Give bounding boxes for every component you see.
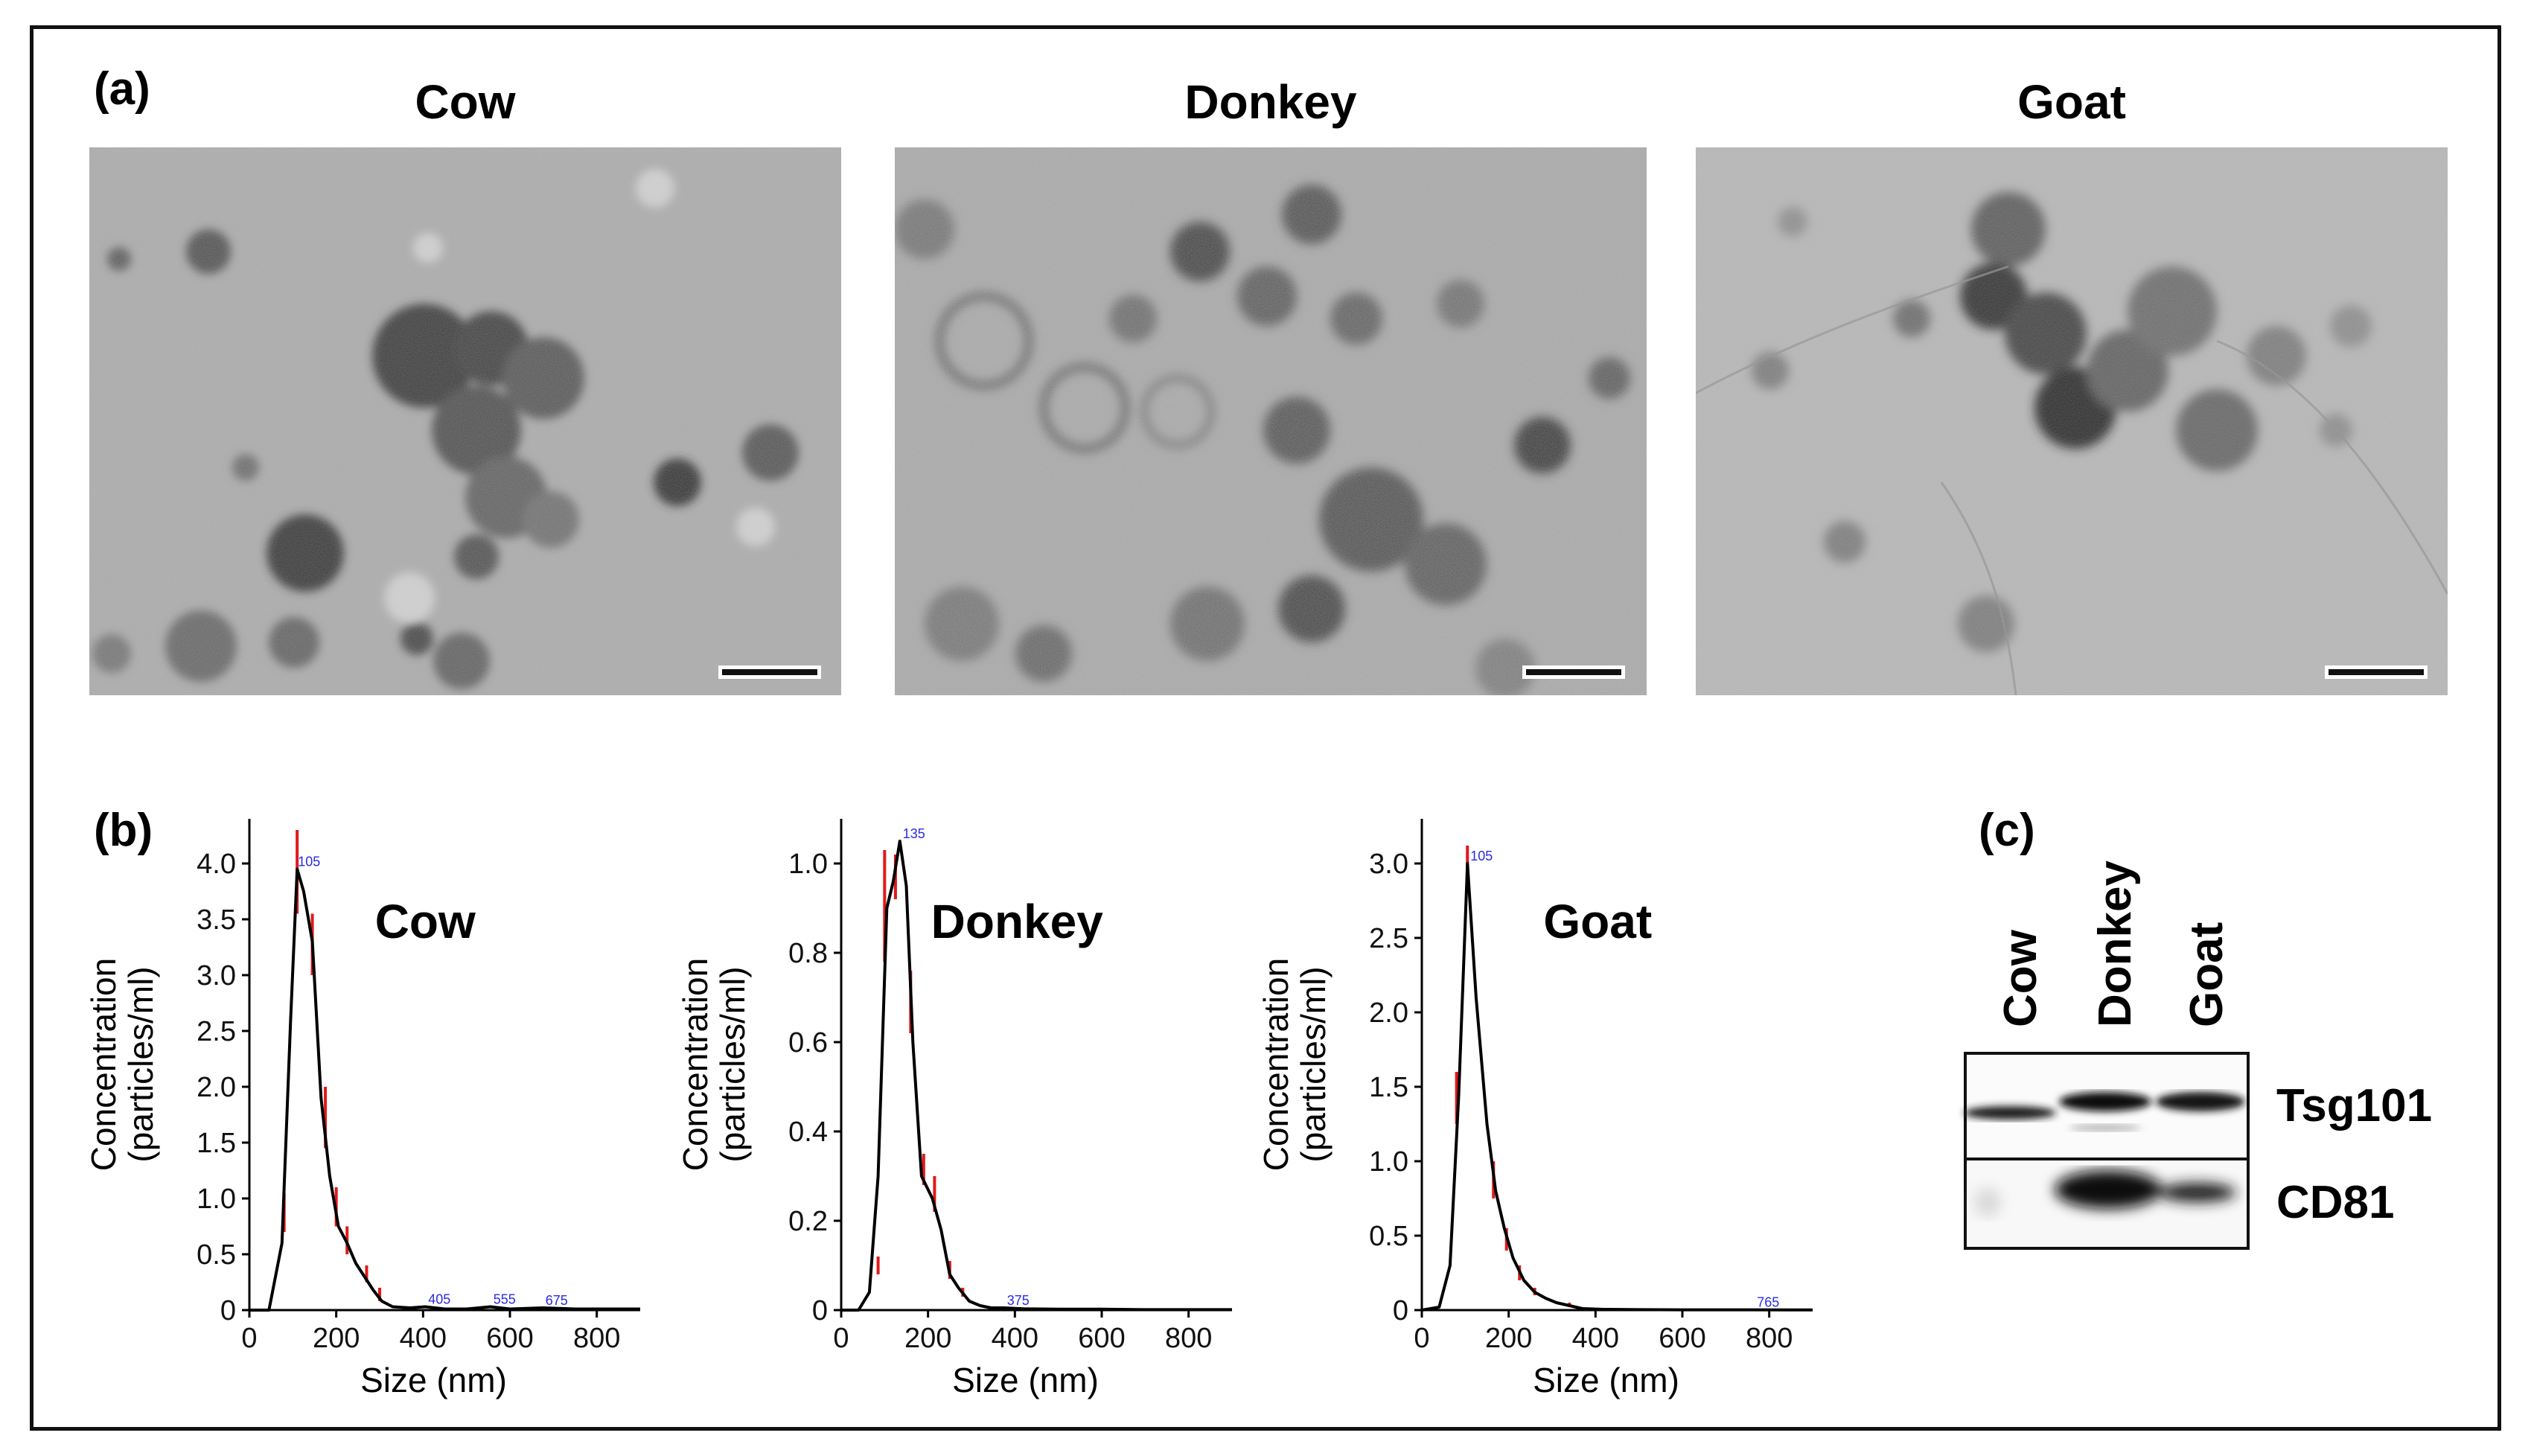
x-tick-label: 0 bbox=[833, 1323, 849, 1354]
tem-title-cow: Cow bbox=[415, 75, 516, 129]
x-tick-label: 200 bbox=[904, 1323, 951, 1354]
band-cd81-donkey bbox=[2055, 1170, 2162, 1209]
chart-title: Donkey bbox=[931, 895, 1104, 948]
y-tick-label: 2.5 bbox=[197, 1016, 236, 1047]
x-tick-label: 600 bbox=[486, 1323, 533, 1354]
band-label-cd81: CD81 bbox=[2276, 1177, 2395, 1228]
band-tsg101-goat bbox=[2156, 1092, 2245, 1111]
x-tick-label: 200 bbox=[313, 1323, 360, 1354]
chart-title: Cow bbox=[375, 895, 476, 948]
y-tick-label: 3.0 bbox=[1369, 849, 1408, 880]
tem-image-goat bbox=[1696, 147, 2448, 695]
peak-label: 765 bbox=[1757, 1295, 1779, 1310]
y-tick-label: 2.0 bbox=[197, 1072, 236, 1103]
y-axis-label: Concentration bbox=[1257, 958, 1295, 1171]
x-axis-label: Size (nm) bbox=[1533, 1361, 1679, 1399]
peak-label: 675 bbox=[546, 1293, 568, 1308]
peak-label: 105 bbox=[298, 855, 320, 869]
y-tick-label: 2.5 bbox=[1369, 923, 1408, 954]
nta-chart-cow: 0 200 400 600 800 0 0.5 1.0 1.5 2.0 2.5 3.0 3.5 4.0 Si… bbox=[84, 819, 640, 1399]
series-line bbox=[249, 867, 640, 1312]
y-tick-label: 0.4 bbox=[788, 1117, 828, 1148]
chart-title: Goat bbox=[1543, 895, 1652, 948]
y-tick-label: 0.5 bbox=[197, 1239, 236, 1271]
series-line bbox=[841, 840, 1232, 1312]
tem-image-donkey bbox=[895, 147, 1647, 695]
y-tick-label: 2.0 bbox=[1369, 997, 1408, 1029]
panel-c-label: (c) bbox=[1979, 805, 2035, 856]
y-axis-label: Concentration bbox=[84, 958, 123, 1171]
peak-label: 555 bbox=[494, 1292, 516, 1307]
band-tsg101-donkey bbox=[2059, 1092, 2151, 1111]
y-tick-label: 3.0 bbox=[197, 960, 236, 992]
band-tsg101-cow bbox=[1964, 1106, 2056, 1120]
y-tick-label: 0.8 bbox=[788, 938, 828, 969]
figure-frame bbox=[30, 25, 2501, 1431]
y-axis-label: (particles/ml) bbox=[1294, 966, 1332, 1162]
nta-chart-donkey: 0 200 400 600 800 0 0.2 0.4 0.6 0.8 1.0 Size (nm) Co… bbox=[676, 819, 1232, 1399]
x-tick-label: 800 bbox=[1165, 1323, 1212, 1354]
tem-title-donkey: Donkey bbox=[1184, 75, 1357, 129]
x-tick-label: 800 bbox=[573, 1323, 620, 1354]
y-tick-label: 4.0 bbox=[197, 849, 236, 880]
y-tick-label: 1.5 bbox=[1369, 1072, 1408, 1103]
x-tick-label: 200 bbox=[1485, 1323, 1532, 1354]
x-tick-label: 400 bbox=[1572, 1323, 1619, 1354]
x-tick-label: 600 bbox=[1078, 1323, 1125, 1354]
x-tick-label: 600 bbox=[1659, 1323, 1705, 1354]
x-tick-label: 400 bbox=[400, 1323, 447, 1354]
nta-chart-goat: 0 200 400 600 800 0 0.5 1.0 1.5 2.0 2.5 3.0 Size (nm… bbox=[1257, 819, 1813, 1399]
peak-label: 135 bbox=[903, 826, 925, 841]
panel-a-label: (a) bbox=[94, 63, 150, 115]
x-axis-label: Size (nm) bbox=[952, 1361, 1099, 1399]
lane-label-cow: Cow bbox=[1995, 929, 2046, 1027]
tem-image-cow bbox=[89, 147, 841, 695]
x-tick-label: 400 bbox=[992, 1323, 1038, 1354]
y-tick-label: 1.5 bbox=[197, 1128, 236, 1159]
lane-label-goat: Goat bbox=[2181, 922, 2232, 1027]
x-tick-label: 800 bbox=[1746, 1323, 1793, 1354]
peak-label: 375 bbox=[1007, 1293, 1030, 1308]
x-axis-label: Size (nm) bbox=[360, 1361, 507, 1399]
y-axis-label: Concentration bbox=[676, 958, 715, 1171]
lane-label-donkey: Donkey bbox=[2090, 860, 2141, 1027]
peak-label: 405 bbox=[428, 1292, 450, 1307]
band-cd81-goat bbox=[2159, 1183, 2236, 1202]
peak-label: 105 bbox=[1470, 849, 1493, 863]
panel-b-label: (b) bbox=[94, 805, 153, 856]
y-axis-label: (particles/ml) bbox=[713, 966, 752, 1162]
blot-box-cd81 bbox=[1964, 1158, 2250, 1250]
y-axis-label: (particles/ml) bbox=[121, 966, 160, 1162]
y-tick-label: 0 bbox=[812, 1295, 828, 1326]
y-tick-label: 1.0 bbox=[197, 1184, 236, 1215]
y-tick-label: 0.2 bbox=[788, 1206, 828, 1237]
y-tick-label: 3.5 bbox=[197, 904, 236, 936]
y-tick-label: 0 bbox=[220, 1295, 236, 1326]
western-blot: Cow Donkey Goat Tsg101 CD81 bbox=[1964, 860, 2432, 1250]
y-tick-label: 0.5 bbox=[1369, 1221, 1408, 1252]
tem-title-goat: Goat bbox=[2017, 75, 2126, 129]
x-tick-label: 0 bbox=[241, 1323, 257, 1354]
y-tick-label: 1.0 bbox=[1369, 1146, 1408, 1178]
band-label-tsg101: Tsg101 bbox=[2276, 1080, 2432, 1131]
x-tick-label: 0 bbox=[1414, 1323, 1429, 1354]
y-tick-label: 0 bbox=[1393, 1295, 1408, 1326]
y-tick-label: 0.6 bbox=[788, 1027, 828, 1059]
series-line bbox=[1421, 862, 1813, 1312]
y-tick-label: 1.0 bbox=[788, 849, 828, 880]
